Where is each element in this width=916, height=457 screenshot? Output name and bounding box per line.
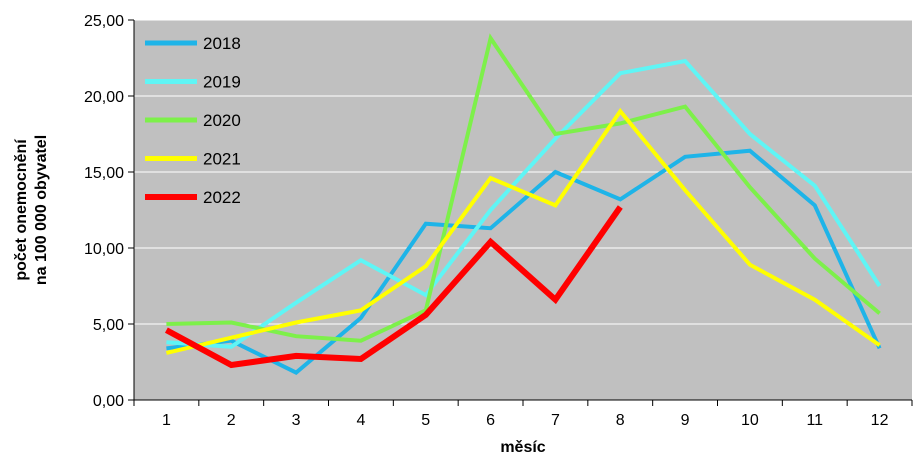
legend-label-2020: 2020 [203,111,241,130]
y-tick-label: 25,00 [84,13,124,30]
y-tick-label: 5,00 [93,317,124,334]
x-tick-label: 1 [162,412,171,429]
axis-labels: měsíc počet onemocnění na 100 000 obyvat… [13,135,546,456]
legend-label-2021: 2021 [203,150,241,169]
x-tick-label: 2 [227,412,236,429]
y-tick-label: 10,00 [84,241,124,258]
x-tick-label: 6 [486,412,495,429]
y-axis-title-line-2: na 100 000 obyvatel [33,135,50,285]
x-tick-label: 7 [551,412,560,429]
series-line-2020 [166,33,881,343]
series-line-2019 [166,58,882,349]
series-line-2022 [164,205,623,369]
plot-area [134,20,912,400]
y-tick-label: 15,00 [84,165,124,182]
x-tick-label: 5 [421,412,430,429]
series-line-2018 [166,148,882,375]
legend-label-2018: 2018 [203,34,241,53]
x-tick-label: 3 [292,412,301,429]
x-tick-label: 8 [616,412,625,429]
legend-label-2019: 2019 [203,73,241,92]
x-axis-title: měsíc [500,439,545,456]
x-tick-label: 10 [741,412,759,429]
x-tick-label: 9 [681,412,690,429]
series-lines [164,33,882,375]
y-tick-label: 0,00 [93,393,124,410]
legend-label-2022: 2022 [203,188,241,207]
legend: 2018 2019 2020 2021 2022 [145,34,241,207]
x-tick-label: 11 [806,412,823,429]
x-tick-label: 4 [356,412,365,429]
series-line-2021 [165,107,881,355]
y-tick-label: 20,00 [84,89,124,106]
x-tick-label: 12 [871,412,889,429]
y-axis-title-line-1: počet onemocnění [13,139,30,281]
